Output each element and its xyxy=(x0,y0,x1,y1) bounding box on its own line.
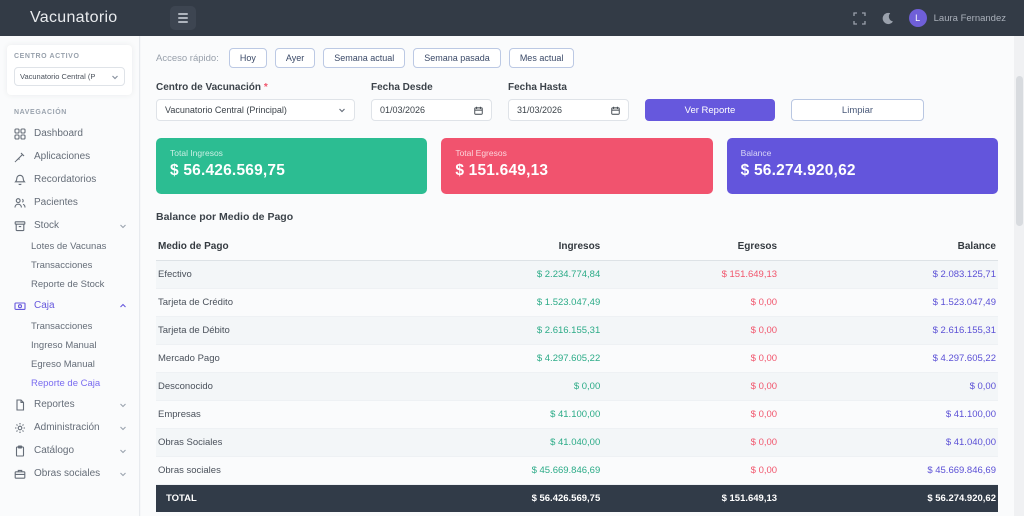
quick-hoy-button[interactable]: Hoy xyxy=(228,48,267,68)
center-field-label: Centro de Vacunación * xyxy=(156,82,268,93)
sidebar-item-caja-transacciones[interactable]: Transacciones xyxy=(31,321,93,332)
balance-table: Medio de Pago Ingresos Egresos Balance E… xyxy=(156,235,998,512)
total-egresos-card: Total Egresos $ 151.649,13 xyxy=(441,138,713,194)
calendar-icon xyxy=(611,106,620,115)
column-medio-de-pago: Medio de Pago xyxy=(156,235,426,261)
archive-icon xyxy=(14,220,26,232)
fullscreen-button[interactable] xyxy=(852,11,866,25)
column-balance: Balance xyxy=(779,235,998,261)
chevron-up-icon xyxy=(119,302,127,310)
filters-row: Centro de Vacunación * Vacunatorio Centr… xyxy=(156,82,998,121)
chevron-down-icon xyxy=(119,222,127,230)
table-row: Mercado Pago $ 4.297.605,22 $ 0,00 $ 4.2… xyxy=(156,344,998,373)
date-to-input[interactable]: 31/03/2026 xyxy=(508,99,629,121)
fullscreen-icon xyxy=(852,11,866,25)
sidebar-item-stock-transacciones[interactable]: Transacciones xyxy=(31,260,93,271)
quick-access-row: Acceso rápido: Hoy Ayer Semana actual Se… xyxy=(156,48,998,68)
bell-icon xyxy=(14,174,26,186)
center-select[interactable]: Vacunatorio Central (Principal) xyxy=(156,99,355,121)
required-asterisk: * xyxy=(263,82,268,93)
page-scrollbar[interactable] xyxy=(1014,36,1024,516)
sidebar-item-caja[interactable]: Caja xyxy=(0,294,139,317)
card-value: $ 56.426.569,75 xyxy=(170,162,286,179)
patients-icon xyxy=(14,197,26,209)
card-label: Total Egresos xyxy=(455,148,507,158)
sidebar-item-administracion[interactable]: Administración xyxy=(0,416,139,439)
scrollbar-thumb[interactable] xyxy=(1015,76,1023,226)
date-to-label: Fecha Hasta xyxy=(508,82,567,93)
balance-card: Balance $ 56.274.920,62 xyxy=(726,138,998,194)
avatar: L xyxy=(908,9,927,27)
quick-semana-pasada-button[interactable]: Semana pasada xyxy=(413,48,501,68)
clipboard-icon xyxy=(14,444,26,457)
quick-ayer-button[interactable]: Ayer xyxy=(274,48,316,68)
chevron-down-icon xyxy=(119,401,127,409)
active-center-select[interactable]: Vacunatorio Central (P xyxy=(14,67,125,86)
cash-icon xyxy=(14,300,26,312)
top-navbar: Vacunatorio L Laura Fernandez xyxy=(0,0,1024,36)
column-egresos: Egresos xyxy=(602,235,780,261)
sidebar-toggle-button[interactable] xyxy=(169,6,196,30)
table-header-row: Medio de Pago Ingresos Egresos Balance xyxy=(156,235,998,261)
table-row: Tarjeta de Débito $ 2.616.155,31 $ 0,00 … xyxy=(156,316,998,345)
sidebar-item-dashboard[interactable]: Dashboard xyxy=(0,122,139,145)
moon-icon xyxy=(882,12,893,24)
table-row: Obras Sociales $ 41.040,00 $ 0,00 $ 41.0… xyxy=(156,428,998,457)
calendar-icon xyxy=(474,106,483,115)
chevron-down-icon xyxy=(119,470,127,478)
table-row: Empresas $ 41.100,00 $ 0,00 $ 41.100,00 xyxy=(156,400,998,429)
briefcase-icon xyxy=(14,468,26,480)
total-ingresos-card: Total Ingresos $ 56.426.569,75 xyxy=(156,138,428,194)
user-menu[interactable]: L Laura Fernandez xyxy=(908,9,1006,27)
card-value: $ 56.274.920,62 xyxy=(740,162,856,179)
table-total-row: TOTAL $ 56.426.569,75 $ 151.649,13 $ 56.… xyxy=(156,484,998,512)
chevron-down-icon xyxy=(112,75,118,79)
card-label: Total Ingresos xyxy=(170,148,223,158)
sidebar-item-pacientes[interactable]: Pacientes xyxy=(0,191,139,214)
summary-cards: Total Ingresos $ 56.426.569,75 Total Egr… xyxy=(156,138,998,194)
app-title: Vacunatorio xyxy=(30,9,118,26)
syringe-icon xyxy=(14,151,26,163)
sidebar-item-catalogo[interactable]: Catálogo xyxy=(0,439,139,462)
gear-icon xyxy=(14,422,26,434)
sidebar-item-reporte-de-stock[interactable]: Reporte de Stock xyxy=(31,279,105,290)
view-report-button[interactable]: Ver Reporte xyxy=(645,99,775,121)
card-label: Balance xyxy=(740,148,772,158)
quick-access-label: Acceso rápido: xyxy=(156,52,219,64)
table-row: Tarjeta de Crédito $ 1.523.047,49 $ 0,00… xyxy=(156,288,998,317)
table-row: Efectivo $ 2.234.774,84 $ 151.649,13 $ 2… xyxy=(156,260,998,289)
sidebar-item-reporte-de-caja[interactable]: Reporte de Caja xyxy=(31,378,101,389)
sidebar-item-lotes-de-vacunas[interactable]: Lotes de Vacunas xyxy=(31,241,107,252)
quick-mes-actual-button[interactable]: Mes actual xyxy=(508,48,575,68)
chevron-down-icon xyxy=(119,424,127,432)
sidebar-item-recordatorios[interactable]: Recordatorios xyxy=(0,168,139,191)
hamburger-icon xyxy=(177,13,188,15)
date-from-label: Fecha Desde xyxy=(371,82,433,93)
clear-button[interactable]: Limpiar xyxy=(791,99,924,121)
file-icon xyxy=(14,398,26,411)
sidebar-item-ingreso-manual[interactable]: Ingreso Manual xyxy=(31,340,97,351)
user-name: Laura Fernandez xyxy=(933,12,1006,24)
table-row: Obras sociales $ 45.669.846,69 $ 0,00 $ … xyxy=(156,456,998,485)
active-center-label: CENTRO ACTIVO xyxy=(14,53,80,60)
table-title: Balance por Medio de Pago xyxy=(156,211,294,223)
chevron-down-icon xyxy=(119,447,127,455)
main-content: Acceso rápido: Hoy Ayer Semana actual Se… xyxy=(141,36,1014,516)
column-ingresos: Ingresos xyxy=(425,235,603,261)
table-row: Desconocido $ 0,00 $ 0,00 $ 0,00 xyxy=(156,372,998,401)
nav-section-label: NAVEGACIÓN xyxy=(14,109,67,116)
quick-semana-actual-button[interactable]: Semana actual xyxy=(323,48,406,68)
sidebar-item-aplicaciones[interactable]: Aplicaciones xyxy=(0,145,139,168)
dashboard-icon xyxy=(14,127,26,140)
dark-mode-button[interactable] xyxy=(881,12,894,25)
date-from-input[interactable]: 01/03/2026 xyxy=(371,99,492,121)
sidebar: CENTRO ACTIVO Vacunatorio Central (P NAV… xyxy=(0,36,140,516)
sidebar-item-egreso-manual[interactable]: Egreso Manual xyxy=(31,359,95,370)
active-center-card: CENTRO ACTIVO Vacunatorio Central (P xyxy=(7,45,132,95)
sidebar-item-stock[interactable]: Stock xyxy=(0,214,139,237)
sidebar-item-obras-sociales[interactable]: Obras sociales xyxy=(0,462,139,485)
chevron-down-icon xyxy=(339,108,345,113)
sidebar-item-reportes[interactable]: Reportes xyxy=(0,393,139,416)
card-value: $ 151.649,13 xyxy=(455,162,549,179)
